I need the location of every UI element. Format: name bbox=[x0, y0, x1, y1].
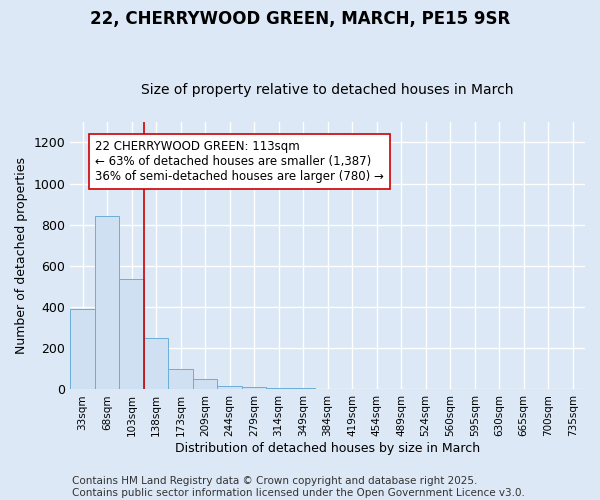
Text: Contains HM Land Registry data © Crown copyright and database right 2025.
Contai: Contains HM Land Registry data © Crown c… bbox=[72, 476, 525, 498]
Text: 22, CHERRYWOOD GREEN, MARCH, PE15 9SR: 22, CHERRYWOOD GREEN, MARCH, PE15 9SR bbox=[90, 10, 510, 28]
Bar bbox=[217, 386, 242, 390]
Y-axis label: Number of detached properties: Number of detached properties bbox=[15, 157, 28, 354]
Bar bbox=[266, 388, 291, 390]
Bar bbox=[291, 388, 316, 390]
Bar bbox=[95, 216, 119, 390]
Bar bbox=[169, 370, 193, 390]
Bar bbox=[119, 280, 144, 390]
Bar bbox=[193, 379, 217, 390]
Bar bbox=[70, 309, 95, 390]
Text: 22 CHERRYWOOD GREEN: 113sqm
← 63% of detached houses are smaller (1,387)
36% of : 22 CHERRYWOOD GREEN: 113sqm ← 63% of det… bbox=[95, 140, 383, 184]
X-axis label: Distribution of detached houses by size in March: Distribution of detached houses by size … bbox=[175, 442, 480, 455]
Title: Size of property relative to detached houses in March: Size of property relative to detached ho… bbox=[142, 83, 514, 97]
Bar bbox=[242, 387, 266, 390]
Bar bbox=[144, 338, 169, 390]
